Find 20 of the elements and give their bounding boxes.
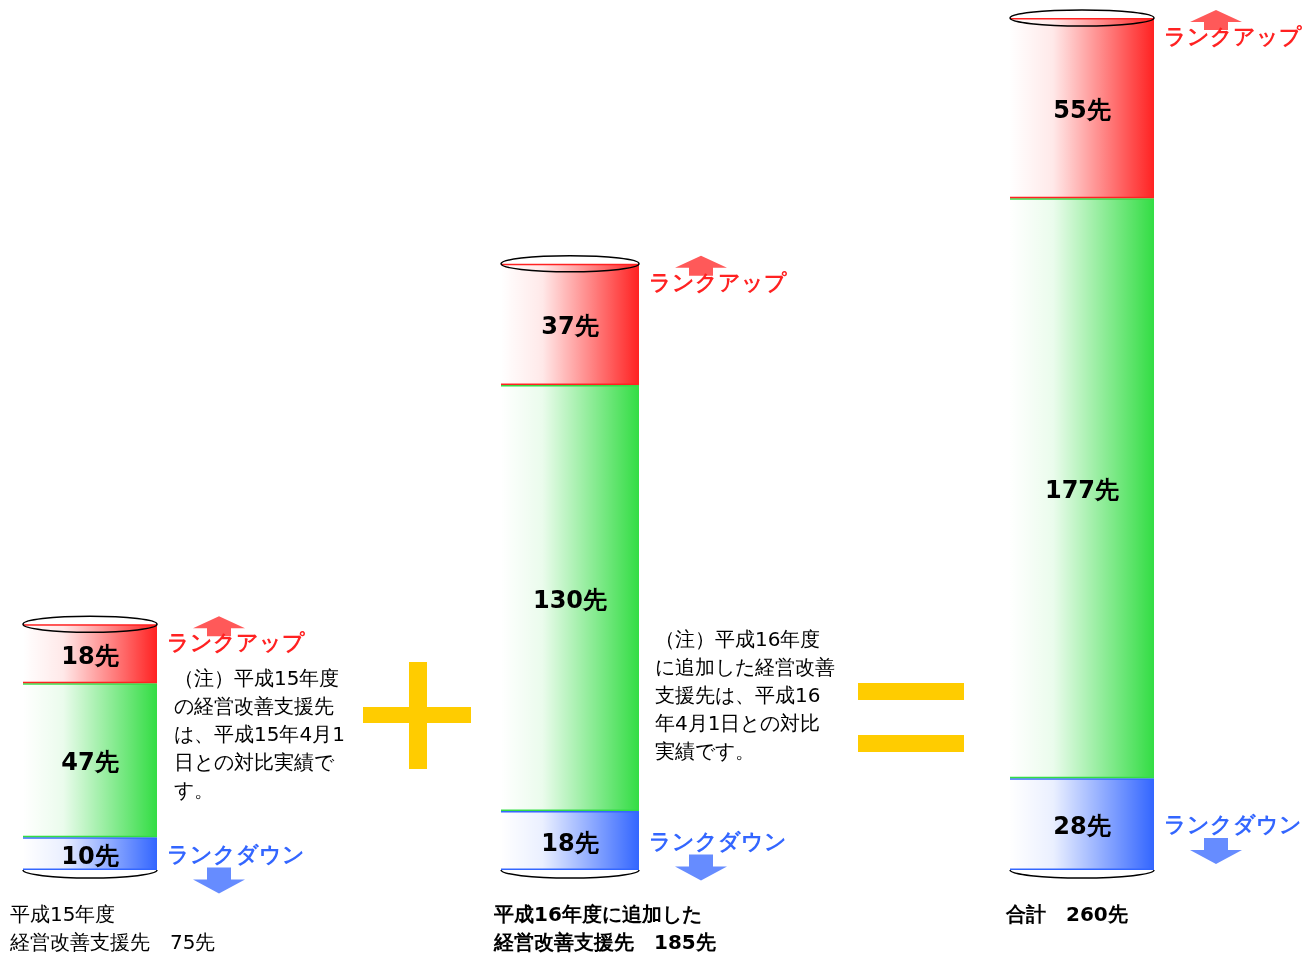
- data-label: 10先: [61, 841, 119, 870]
- annotation: （注）平成16年度に追加した経営改善支援先は、平成16年4月1日との対比実績です。: [655, 626, 835, 765]
- annotation: （注）平成15年度の経営改善支援先は、平成15年4月1日との対比実績です。: [174, 665, 346, 804]
- text: ランクダウン: [649, 828, 787, 854]
- data-label: 18先: [541, 828, 599, 857]
- series-label: ランクダウン: [167, 841, 305, 867]
- x-tick-label: 平成16年度に追加した経営改善支援先 185先: [494, 901, 717, 955]
- text: ランクダウン: [1164, 812, 1302, 838]
- data-label: 18先: [61, 641, 119, 670]
- text: ランクアップ: [1164, 24, 1302, 49]
- data-label: 28先: [1053, 812, 1111, 841]
- text: ランクアップ: [649, 269, 787, 295]
- legend-label: ランクアップ: [167, 630, 305, 656]
- data-label: 55先: [1053, 96, 1111, 125]
- data-label: 47先: [61, 748, 119, 777]
- data-label: 37先: [541, 312, 599, 341]
- data-label: 177先: [1044, 476, 1120, 505]
- x-tick-label: 平成15年度経営改善支援先 75先: [10, 901, 217, 955]
- data-label: 130先: [532, 586, 608, 615]
- x-tick-label: 合計 260先: [1006, 901, 1129, 928]
